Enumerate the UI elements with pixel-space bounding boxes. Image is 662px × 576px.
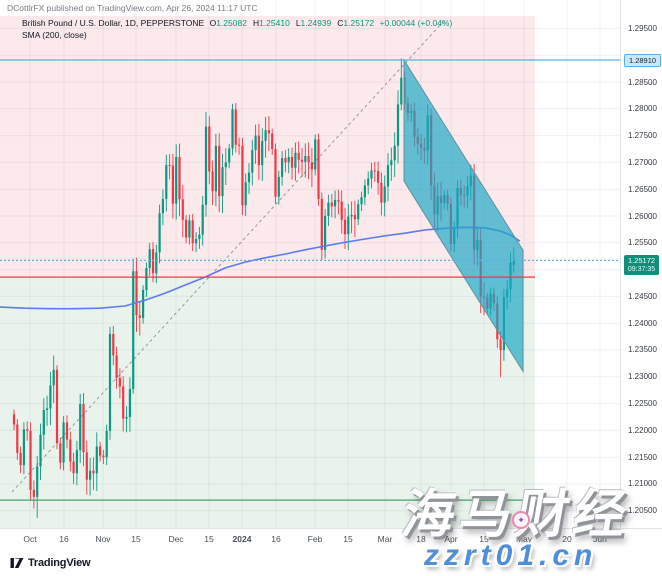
time-scale-label: Feb <box>307 534 323 544</box>
legend-low-value: 1.24939 <box>300 18 332 28</box>
horizontal-levels <box>0 59 620 501</box>
watermark-cjk-text: 海马财经 <box>397 472 638 547</box>
tradingview-logo-icon <box>10 558 24 568</box>
current-price-value: 1.25172 <box>627 256 656 265</box>
time-scale-label: 15 <box>479 534 489 544</box>
legend-close-label: C <box>337 18 344 28</box>
bar-countdown: 09:37:35 <box>627 266 656 273</box>
price-scale-label: 1.29500 <box>628 24 657 33</box>
time-scale-label: 2024 <box>232 534 252 544</box>
legend-open-value: 1.25082 <box>216 18 247 28</box>
legend-open-label: O <box>209 18 217 28</box>
time-scale-label: 15 <box>204 534 214 544</box>
price-scale-label: 1.24000 <box>628 319 657 328</box>
time-scale-label: Mar <box>377 534 393 544</box>
price-scale-label: 1.28000 <box>628 104 657 113</box>
time-scale-label: 20 <box>562 534 572 544</box>
price-scale-label: 1.28500 <box>628 78 657 87</box>
legend-indicator-label: SMA (200, close) <box>22 30 87 40</box>
time-scale-label: 18 <box>416 534 426 544</box>
legend-high-label: H <box>252 18 260 28</box>
parallel-channel[interactable] <box>403 58 524 374</box>
price-scale-label: 1.25500 <box>628 238 657 247</box>
trendline-dashed[interactable] <box>11 19 446 493</box>
price-tag-current: 1.25172 09:37:35 <box>624 255 659 275</box>
price-scale-label: 1.20500 <box>628 506 657 515</box>
price-scale-label: 1.27000 <box>628 158 657 167</box>
time-scale-label: Nov <box>95 534 111 544</box>
tradingview-logo[interactable]: TradingView <box>10 556 91 570</box>
legend-high-value: 1.25410 <box>259 18 290 28</box>
price-scale-label: 1.26000 <box>628 212 657 221</box>
time-scale-label: May <box>515 534 533 544</box>
price-scale-label: 1.23500 <box>628 345 657 354</box>
price-scale-label: 1.22000 <box>628 426 657 435</box>
legend-low-label: L <box>295 18 301 28</box>
price-scale-label: 1.21000 <box>628 479 657 488</box>
time-scale-label: 16 <box>59 534 69 544</box>
legend-indicator-row[interactable]: SMA (200, close) <box>22 30 87 40</box>
price-scale-label: 1.23000 <box>628 372 657 381</box>
time-scale-label: Oct <box>23 534 37 544</box>
time-scale-label: 15 <box>131 534 141 544</box>
price-scale-label: 1.21500 <box>628 453 657 462</box>
tradingview-logo-text: TradingView <box>28 557 91 569</box>
watermark-badge-icon: ✦ <box>512 511 530 529</box>
time-scale-label: 16 <box>271 534 281 544</box>
legend-symbol: British Pound / U.S. Dollar, 1D, PEPPERS… <box>22 18 205 28</box>
legend-symbol-row[interactable]: British Pound / U.S. Dollar, 1D, PEPPERS… <box>22 18 455 28</box>
legend-change-value: +0.00044 (+0.04%) <box>379 18 453 28</box>
price-scale-label: 1.24500 <box>628 292 657 301</box>
time-scale-label: Dec <box>168 534 184 544</box>
time-scale-label: 15 <box>343 534 353 544</box>
grid-lines <box>0 0 620 528</box>
time-scale[interactable]: Oct 16 Nov 15 Dec 15 2024 16 Feb 15 Mar 18 Apr 15 May 2… <box>0 528 662 576</box>
price-tag-level: 1.28910 <box>624 54 661 67</box>
watermark-url-link[interactable]: zzrt01.cn <box>424 539 598 572</box>
legend-close-value: 1.25172 <box>343 18 375 28</box>
price-scale-label: 1.26500 <box>628 185 657 194</box>
published-info: DCottlrFX published on TradingView.com, … <box>7 3 258 13</box>
time-scale-label: Apr <box>444 534 458 544</box>
price-scale[interactable]: 1.28910 1.25172 09:37:35 1.29500 1.28500 1… <box>620 0 662 528</box>
chart-canvas[interactable] <box>0 0 620 528</box>
price-scale-label: 1.22500 <box>628 399 657 408</box>
price-scale-label: 1.27500 <box>628 131 657 140</box>
time-scale-label: Jun <box>593 534 607 544</box>
